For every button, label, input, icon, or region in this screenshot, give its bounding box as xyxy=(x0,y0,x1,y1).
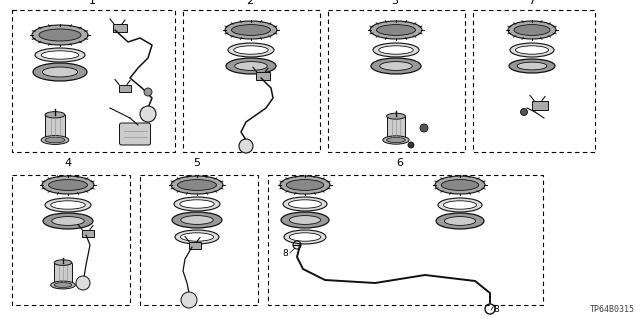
Text: 1: 1 xyxy=(88,0,95,6)
Ellipse shape xyxy=(515,46,548,54)
Ellipse shape xyxy=(510,43,554,57)
Circle shape xyxy=(520,108,527,115)
Ellipse shape xyxy=(387,113,405,119)
Bar xyxy=(328,10,465,152)
Ellipse shape xyxy=(509,59,555,73)
Ellipse shape xyxy=(42,176,94,194)
Ellipse shape xyxy=(171,176,223,194)
Ellipse shape xyxy=(35,48,85,62)
Text: 4: 4 xyxy=(65,158,72,168)
Ellipse shape xyxy=(54,260,72,265)
Ellipse shape xyxy=(286,180,324,190)
Bar xyxy=(268,175,543,305)
Bar xyxy=(183,10,320,152)
Text: TP64B0315: TP64B0315 xyxy=(590,305,635,314)
Ellipse shape xyxy=(49,180,88,190)
Ellipse shape xyxy=(387,137,405,143)
Ellipse shape xyxy=(180,233,214,241)
Text: 5: 5 xyxy=(193,158,200,168)
Text: 6: 6 xyxy=(397,158,403,168)
Ellipse shape xyxy=(383,136,409,144)
Circle shape xyxy=(408,142,414,148)
Ellipse shape xyxy=(373,43,419,57)
Ellipse shape xyxy=(235,62,268,70)
Text: 2: 2 xyxy=(246,0,253,6)
Ellipse shape xyxy=(280,176,330,194)
Ellipse shape xyxy=(444,201,477,209)
Ellipse shape xyxy=(438,198,482,212)
Ellipse shape xyxy=(370,21,422,39)
Circle shape xyxy=(144,88,152,96)
Ellipse shape xyxy=(228,43,274,57)
Ellipse shape xyxy=(380,62,412,70)
Ellipse shape xyxy=(33,63,87,81)
Bar xyxy=(45,115,65,140)
Bar xyxy=(532,100,548,109)
Ellipse shape xyxy=(289,233,321,241)
Bar xyxy=(140,175,258,305)
Ellipse shape xyxy=(180,216,213,224)
Ellipse shape xyxy=(43,213,93,229)
Bar xyxy=(387,116,405,140)
Ellipse shape xyxy=(376,25,415,35)
Ellipse shape xyxy=(441,180,479,190)
Ellipse shape xyxy=(39,29,81,41)
Bar xyxy=(113,24,127,32)
Ellipse shape xyxy=(435,176,485,194)
Circle shape xyxy=(76,276,90,290)
Circle shape xyxy=(140,106,156,122)
Ellipse shape xyxy=(232,25,271,35)
Ellipse shape xyxy=(177,180,216,190)
Ellipse shape xyxy=(379,46,413,54)
Text: 3: 3 xyxy=(392,0,399,6)
Circle shape xyxy=(181,292,197,308)
Ellipse shape xyxy=(284,230,326,244)
Ellipse shape xyxy=(41,51,79,59)
Text: 7: 7 xyxy=(529,0,536,6)
Ellipse shape xyxy=(180,200,214,208)
Circle shape xyxy=(239,139,253,153)
Ellipse shape xyxy=(45,198,91,212)
Bar xyxy=(256,72,269,80)
Text: 8: 8 xyxy=(493,306,499,315)
Ellipse shape xyxy=(517,62,547,70)
Ellipse shape xyxy=(226,58,276,74)
Ellipse shape xyxy=(45,112,65,118)
Ellipse shape xyxy=(32,25,88,45)
Ellipse shape xyxy=(444,217,476,226)
Ellipse shape xyxy=(175,230,219,244)
Bar xyxy=(54,263,72,285)
Ellipse shape xyxy=(225,21,277,39)
Ellipse shape xyxy=(174,197,220,211)
FancyBboxPatch shape xyxy=(120,123,150,145)
Ellipse shape xyxy=(289,216,321,224)
Ellipse shape xyxy=(41,136,69,145)
Ellipse shape xyxy=(51,281,76,289)
Ellipse shape xyxy=(234,46,268,54)
Ellipse shape xyxy=(172,212,222,228)
Bar xyxy=(473,10,595,152)
Bar xyxy=(189,241,202,249)
Circle shape xyxy=(420,124,428,132)
Bar xyxy=(12,175,130,305)
Ellipse shape xyxy=(54,283,72,287)
Ellipse shape xyxy=(45,137,65,143)
Ellipse shape xyxy=(371,58,421,74)
Ellipse shape xyxy=(51,201,85,209)
Ellipse shape xyxy=(514,25,550,35)
Bar xyxy=(12,10,175,152)
Text: 8: 8 xyxy=(282,249,288,257)
Ellipse shape xyxy=(283,197,327,211)
Ellipse shape xyxy=(52,217,84,226)
Bar xyxy=(118,85,131,92)
Ellipse shape xyxy=(436,213,484,229)
Ellipse shape xyxy=(281,212,329,228)
Ellipse shape xyxy=(42,67,77,77)
Ellipse shape xyxy=(508,21,556,39)
Ellipse shape xyxy=(289,200,321,208)
Bar xyxy=(82,229,94,236)
